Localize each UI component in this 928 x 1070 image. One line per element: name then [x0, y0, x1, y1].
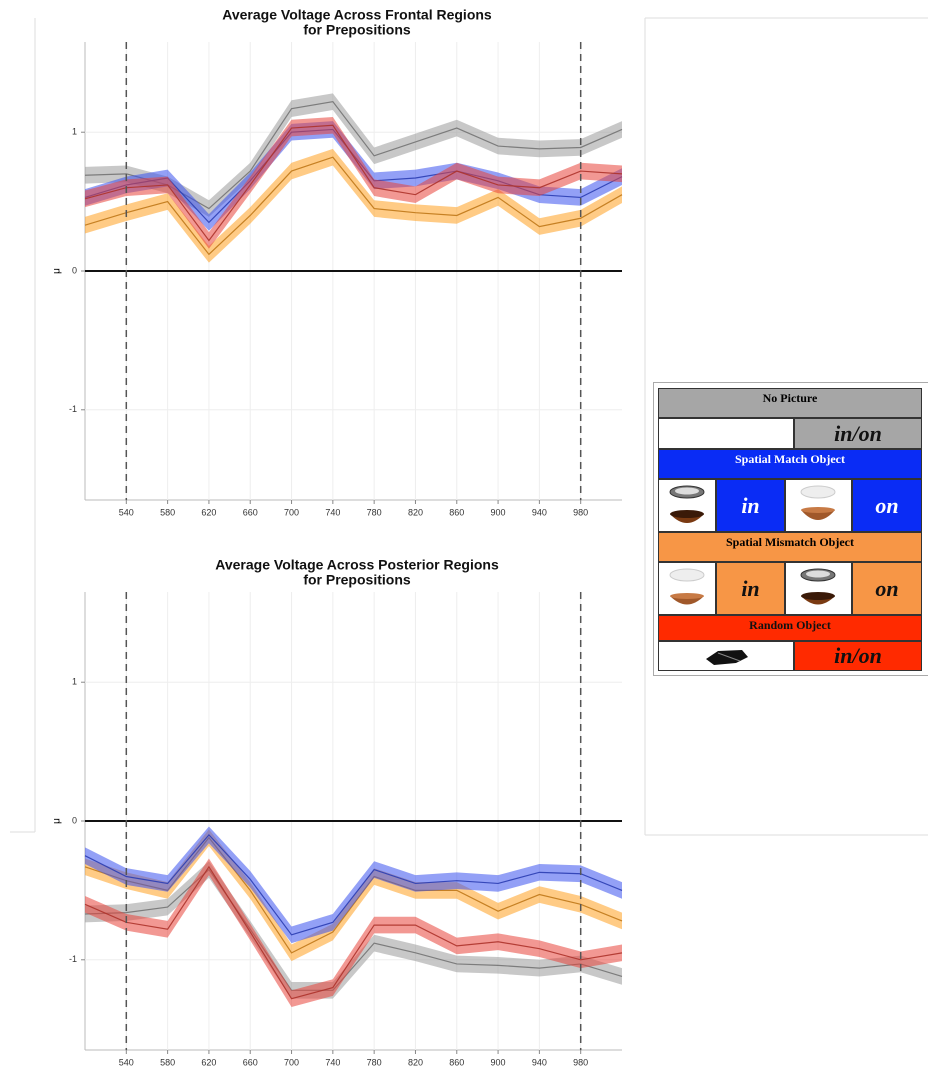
x-tick-label: 860 [449, 507, 464, 517]
series-line [84, 124, 623, 242]
x-tick-label: 580 [160, 507, 175, 517]
legend-header: Spatial Match Object [658, 449, 922, 479]
x-tick-label: 740 [325, 507, 340, 517]
legend-label: in [716, 562, 785, 615]
legend-header: Spatial Mismatch Object [658, 532, 922, 562]
series-line [84, 156, 623, 256]
x-tick-label: 700 [284, 1057, 299, 1067]
x-tick-label: 620 [201, 1057, 216, 1067]
x-tick-label: 660 [243, 1057, 258, 1067]
legend-image [658, 479, 716, 532]
x-tick-label: 660 [243, 507, 258, 517]
legend-table: No Picture in/on Spatial Match Object in… [653, 382, 928, 676]
legend-image [658, 641, 794, 671]
x-tick-label: 980 [573, 507, 588, 517]
legend-image [785, 562, 852, 615]
object-icons [800, 568, 836, 605]
y-tick-label: -1 [69, 404, 77, 414]
y-tick-label: -1 [69, 954, 77, 964]
object-icons [669, 485, 705, 523]
legend-label: on [852, 479, 922, 532]
x-tick-label: 860 [449, 1057, 464, 1067]
legend-image [785, 479, 852, 532]
chart-title: for Prepositions [303, 22, 411, 38]
y-tick-label: 1 [72, 677, 77, 687]
error-ribbon [85, 861, 622, 999]
x-tick-label: 900 [491, 507, 506, 517]
series-line [84, 833, 623, 936]
x-tick-label: 580 [160, 1057, 175, 1067]
series-line [84, 868, 623, 991]
x-tick-label: 980 [573, 1057, 588, 1067]
x-tick-label: 620 [201, 507, 216, 517]
series-line [84, 865, 623, 1000]
legend-image [658, 562, 716, 615]
legend-header: Random Object [658, 615, 922, 641]
y-axis-label: μ [52, 268, 63, 274]
y-tick-label: 1 [72, 127, 77, 137]
y-tick-label: 0 [72, 265, 77, 275]
x-tick-label: 780 [367, 507, 382, 517]
y-tick-label: 0 [72, 815, 77, 825]
object-icon [706, 650, 748, 665]
error-ribbon [85, 116, 622, 249]
x-tick-label: 780 [367, 1057, 382, 1067]
x-tick-label: 700 [284, 507, 299, 517]
object-icons [669, 568, 705, 605]
x-tick-label: 820 [408, 1057, 423, 1067]
legend-label: in/on [794, 418, 922, 449]
x-tick-label: 540 [119, 1057, 134, 1067]
x-tick-label: 820 [408, 507, 423, 517]
legend-label: on [852, 562, 922, 615]
error-ribbon [85, 148, 622, 263]
chart-title: Average Voltage Across Posterior Regions [215, 557, 499, 573]
chart-title: Average Voltage Across Frontal Regions [222, 7, 492, 23]
y-axis-label: μ [52, 818, 63, 824]
x-tick-label: 900 [491, 1057, 506, 1067]
legend-header: No Picture [658, 388, 922, 418]
chart-title: for Prepositions [303, 572, 411, 588]
x-tick-label: 740 [325, 1057, 340, 1067]
legend-label: in/on [794, 641, 922, 671]
error-ribbon [85, 826, 622, 944]
legend-label: in [716, 479, 785, 532]
x-tick-label: 540 [119, 507, 134, 517]
x-tick-label: 940 [532, 1057, 547, 1067]
x-tick-label: 940 [532, 507, 547, 517]
error-ribbon [85, 93, 622, 217]
legend-blank [658, 418, 794, 449]
object-icons [800, 485, 836, 520]
